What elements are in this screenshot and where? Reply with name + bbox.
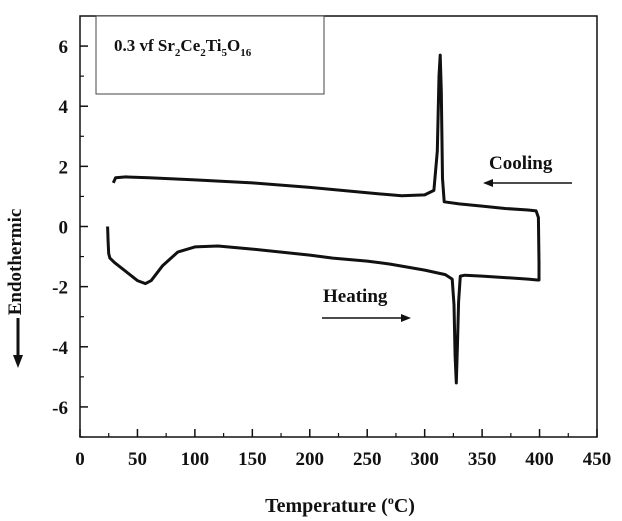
y-axis-label: Endothermic bbox=[5, 209, 26, 316]
y-tick-label: -2 bbox=[52, 278, 68, 299]
x-tick-label: 50 bbox=[128, 449, 147, 470]
y-tick-label: 2 bbox=[59, 157, 69, 178]
x-axis-label: Temperature (oC) bbox=[265, 493, 415, 517]
y-tick-label: -6 bbox=[52, 398, 68, 419]
y-direction-arrowhead bbox=[13, 355, 23, 368]
cooling-annotation: Cooling bbox=[483, 153, 572, 187]
x-tick-label: 300 bbox=[410, 449, 439, 470]
x-tick-label: 0 bbox=[75, 449, 85, 470]
x-tick-label: 100 bbox=[181, 449, 210, 470]
heating-arrowhead bbox=[401, 314, 411, 322]
y-tick-label: 4 bbox=[59, 97, 69, 118]
x-tick-label: 400 bbox=[525, 449, 554, 470]
y-tick-label: 0 bbox=[59, 218, 69, 239]
heating-annotation: Heating bbox=[322, 286, 411, 322]
legend-box: 0.3 vf Sr2Ce2Ti5O16 bbox=[95, 15, 325, 95]
x-tick-label: 450 bbox=[583, 449, 612, 470]
cooling-label: Cooling bbox=[489, 153, 553, 174]
y-axis-direction-arrow bbox=[13, 318, 23, 368]
x-tick-label: 350 bbox=[468, 449, 497, 470]
dsc-curve bbox=[106, 53, 541, 385]
x-tick-label: 150 bbox=[238, 449, 267, 470]
x-tick-label: 200 bbox=[296, 449, 325, 470]
x-tick-label: 250 bbox=[353, 449, 382, 470]
y-axis-ticks: -6 -4 -2 0 2 4 6 bbox=[52, 37, 88, 438]
y-tick-label: -4 bbox=[52, 338, 68, 359]
legend-label: 0.3 vf Sr2Ce2Ti5O16 bbox=[114, 36, 252, 59]
heating-label: Heating bbox=[323, 286, 388, 307]
cooling-arrowhead bbox=[483, 179, 493, 187]
x-axis-ticks: 0 50 100 150 200 250 300 350 400 450 bbox=[75, 429, 611, 470]
legend-box-border bbox=[95, 15, 325, 95]
y-tick-label: 6 bbox=[59, 37, 69, 58]
